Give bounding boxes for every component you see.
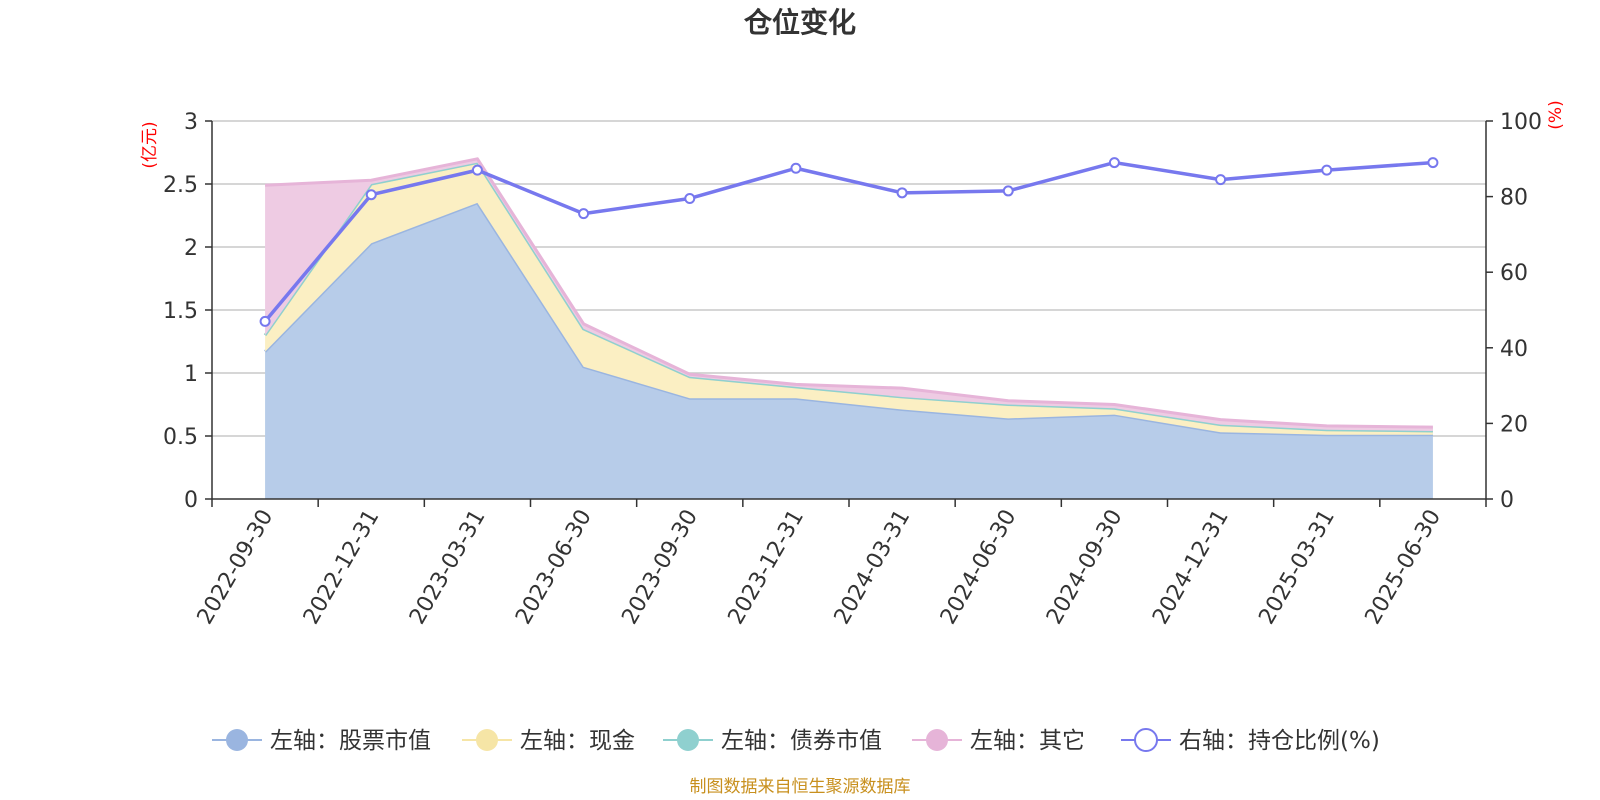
x-axis-tick-label: 2024-12-31 [1148, 506, 1234, 629]
ratio-point [896, 187, 908, 199]
ratio-point [259, 315, 271, 327]
ratio-point [1427, 157, 1439, 169]
left-axis-tick-label: 2 [184, 236, 198, 261]
area-0 [265, 202, 1433, 499]
right-axis-tick-label: 60 [1500, 261, 1528, 286]
right-axis-tick-label: 80 [1500, 186, 1528, 211]
x-axis-tick-label: 2023-09-30 [617, 506, 703, 629]
chart-title: 仓位变化 [744, 6, 856, 39]
ratio-line-path [263, 160, 1434, 323]
x-axis-tick-label: 2022-09-30 [193, 506, 279, 629]
x-axis-tick-label: 2024-09-30 [1042, 506, 1128, 629]
x-axis-tick-label: 2023-03-31 [405, 506, 491, 629]
ratio-point [790, 162, 802, 174]
ratio-point [1321, 164, 1333, 176]
legend-marker [1134, 728, 1158, 752]
legend-label: 左轴：其它 [970, 728, 1085, 754]
left-axis-tick-label: 2.5 [163, 173, 198, 198]
legend-label: 右轴：持仓比例(%) [1179, 728, 1380, 754]
left-axis-tick-label: 3 [184, 110, 198, 135]
left-axis-tick-label: 1.5 [163, 299, 198, 324]
right-axis-tick-label: 40 [1500, 337, 1528, 362]
ratio-point [578, 208, 590, 220]
legend: 左轴：股票市值 左轴：现金 左轴：债券市值 左轴：其它 右轴：持仓比例(%) [212, 728, 1380, 754]
area-1 [265, 162, 1433, 435]
legend-label: 左轴：现金 [520, 728, 635, 754]
ratio-point [365, 189, 377, 201]
ratio-point [684, 192, 696, 204]
x-axis-tick-label: 2023-12-31 [724, 506, 810, 629]
x-axis-tick-label: 2024-03-31 [830, 506, 916, 629]
legend-marker [926, 729, 948, 751]
right-axis-tick-label: 100 [1500, 110, 1542, 135]
ratio-point [1108, 157, 1120, 169]
source-note: 制图数据来自恒生聚源数据库 [690, 777, 911, 797]
right-axis-tick-label: 0 [1500, 488, 1514, 513]
x-axis-tick-label: 2025-03-31 [1254, 506, 1340, 629]
holding-ratio-line [259, 157, 1439, 327]
legend-marker [677, 729, 699, 751]
left-axis-tick-label: 1 [184, 362, 198, 387]
right-axis-unit: (%) [1546, 100, 1566, 129]
left-axis-tick-label: 0.5 [163, 425, 198, 450]
ratio-point [1215, 174, 1227, 186]
area-edge-3 [265, 157, 1433, 429]
legend-marker [476, 729, 498, 751]
left-axis-tick-label: 0 [184, 488, 198, 513]
stacked-areas [263, 157, 1433, 499]
legend-label: 左轴：股票市值 [270, 728, 431, 754]
x-axis-tick-label: 2025-06-30 [1361, 506, 1447, 629]
x-axis-tick-label: 2024-06-30 [936, 506, 1022, 629]
legend-marker [226, 729, 248, 751]
ratio-point [471, 164, 483, 176]
x-axis-tick-label: 2022-12-31 [299, 506, 385, 629]
x-axis-tick-label: 2023-06-30 [511, 506, 597, 629]
left-axis-unit: (亿元) [140, 121, 160, 168]
legend-label: 左轴：债券市值 [721, 728, 882, 754]
ratio-point [1002, 185, 1014, 197]
right-axis-tick-label: 20 [1500, 412, 1528, 437]
